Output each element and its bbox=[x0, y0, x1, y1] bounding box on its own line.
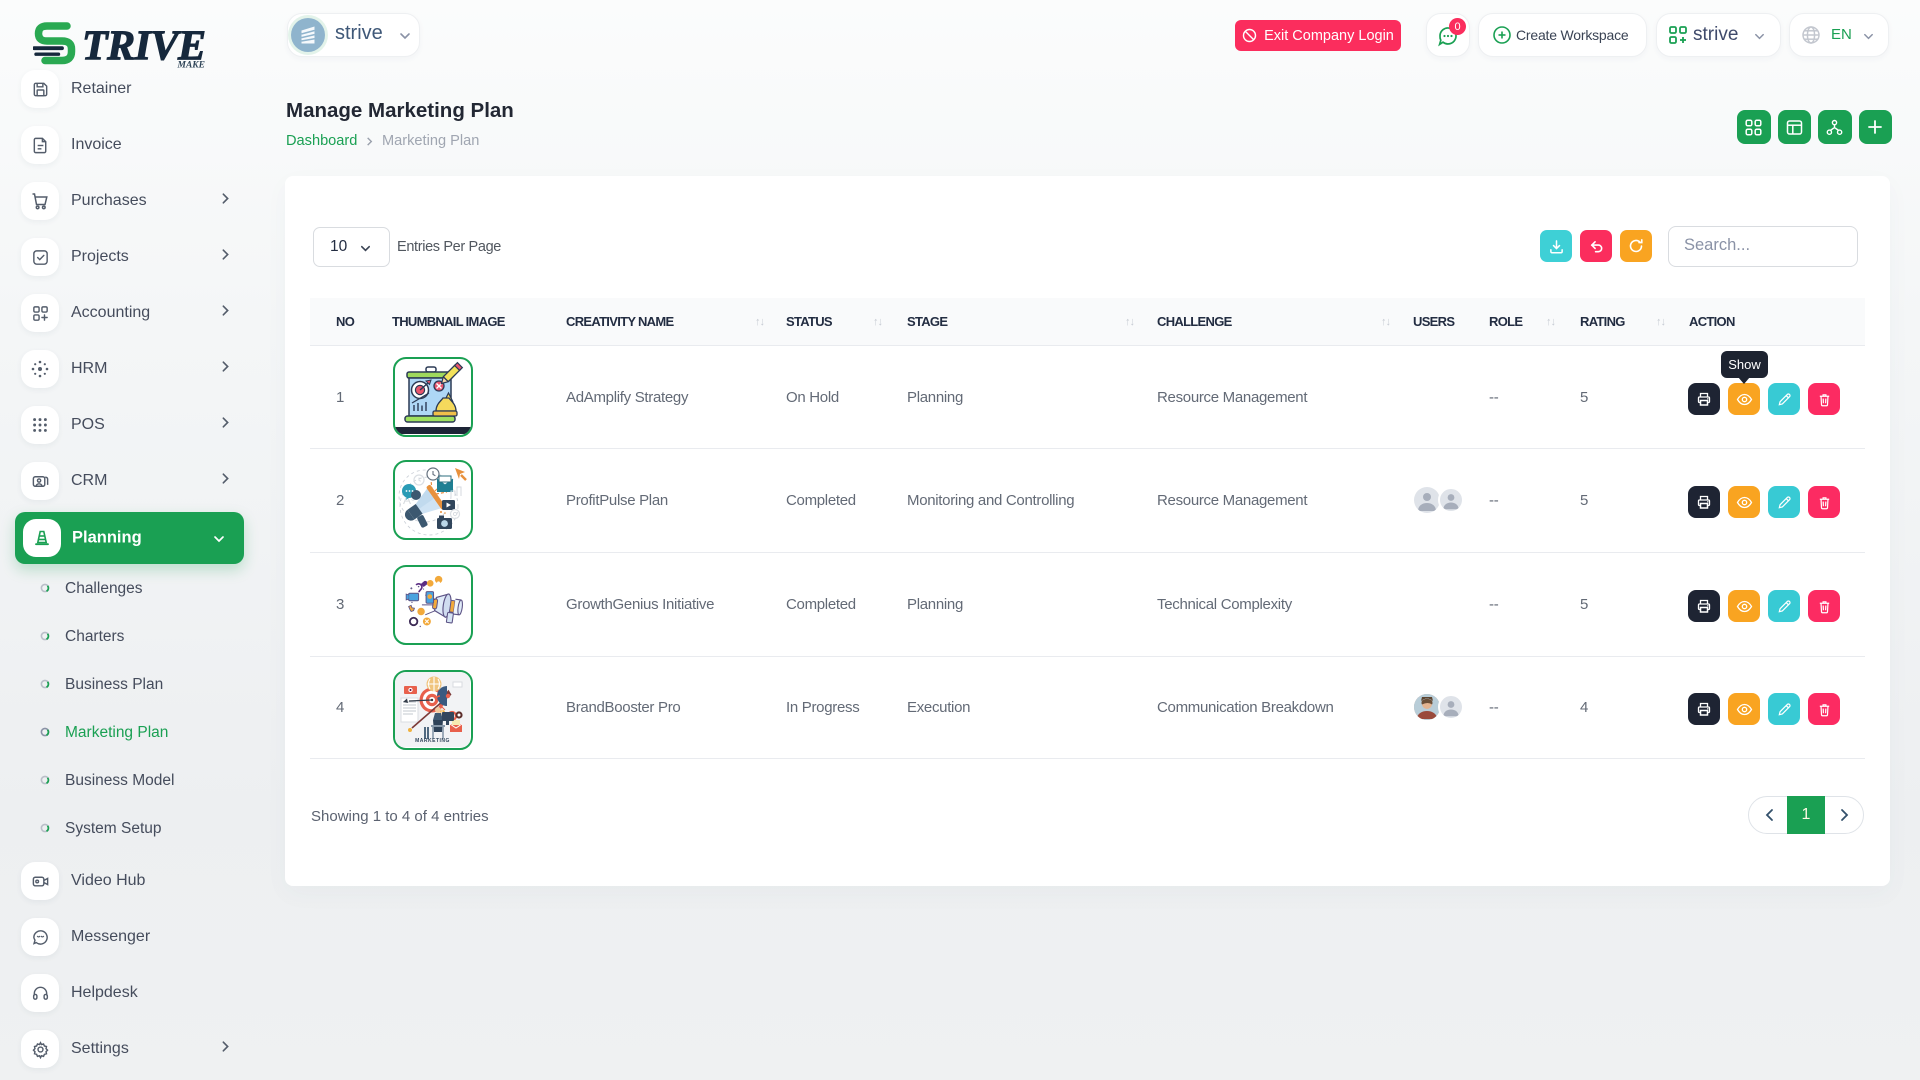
svg-text:MAKE: MAKE bbox=[177, 61, 205, 71]
svg-text:TRIVE: TRIVE bbox=[82, 24, 206, 70]
svg-text:MARKETING: MARKETING bbox=[415, 738, 450, 744]
